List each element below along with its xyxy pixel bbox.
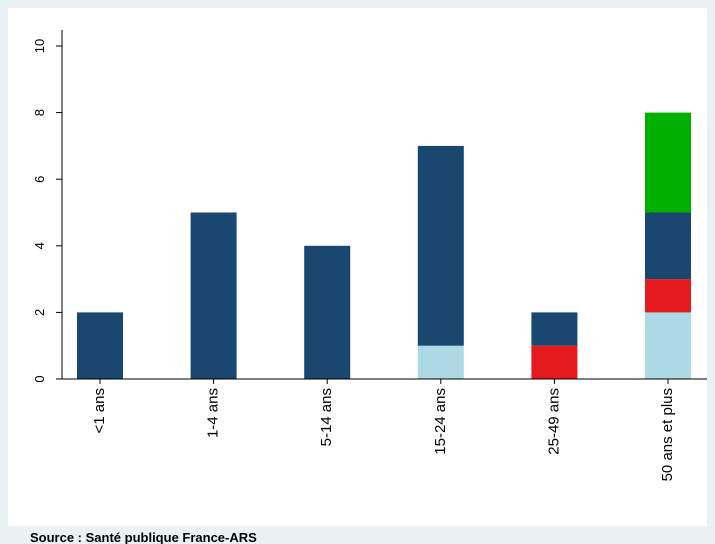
bar-segment: [531, 312, 578, 346]
y-tick-label: 10: [32, 39, 47, 53]
x-tick-label: <1 ans: [91, 388, 108, 433]
x-tick-label: 15-24 ans: [432, 388, 449, 455]
x-tick-label: 25-49 ans: [545, 388, 562, 455]
bar-segment: [531, 345, 578, 379]
y-tick-label: 2: [32, 309, 47, 316]
x-tick-label: 1-4 ans: [205, 388, 222, 438]
bar-segment: [645, 112, 691, 213]
bar-segment: [645, 312, 691, 379]
bar-segment: [304, 245, 351, 379]
y-tick-label: 6: [32, 176, 47, 183]
x-tick-label: 50 ans et plus: [659, 388, 676, 481]
plot-background: [8, 8, 707, 526]
bar-segment: [645, 212, 691, 280]
bar-segment: [645, 279, 691, 313]
y-tick-label: 4: [32, 242, 47, 249]
x-tick-label: 5-14 ans: [318, 388, 335, 446]
bar-segment: [417, 345, 464, 379]
y-tick-label: 0: [32, 375, 47, 382]
bar-segment: [190, 212, 237, 379]
bar-segment: [417, 145, 464, 346]
bar-segment: [77, 312, 123, 379]
y-tick-label: 8: [32, 109, 47, 116]
source-note: Source : Santé publique France-ARS: [30, 530, 257, 544]
